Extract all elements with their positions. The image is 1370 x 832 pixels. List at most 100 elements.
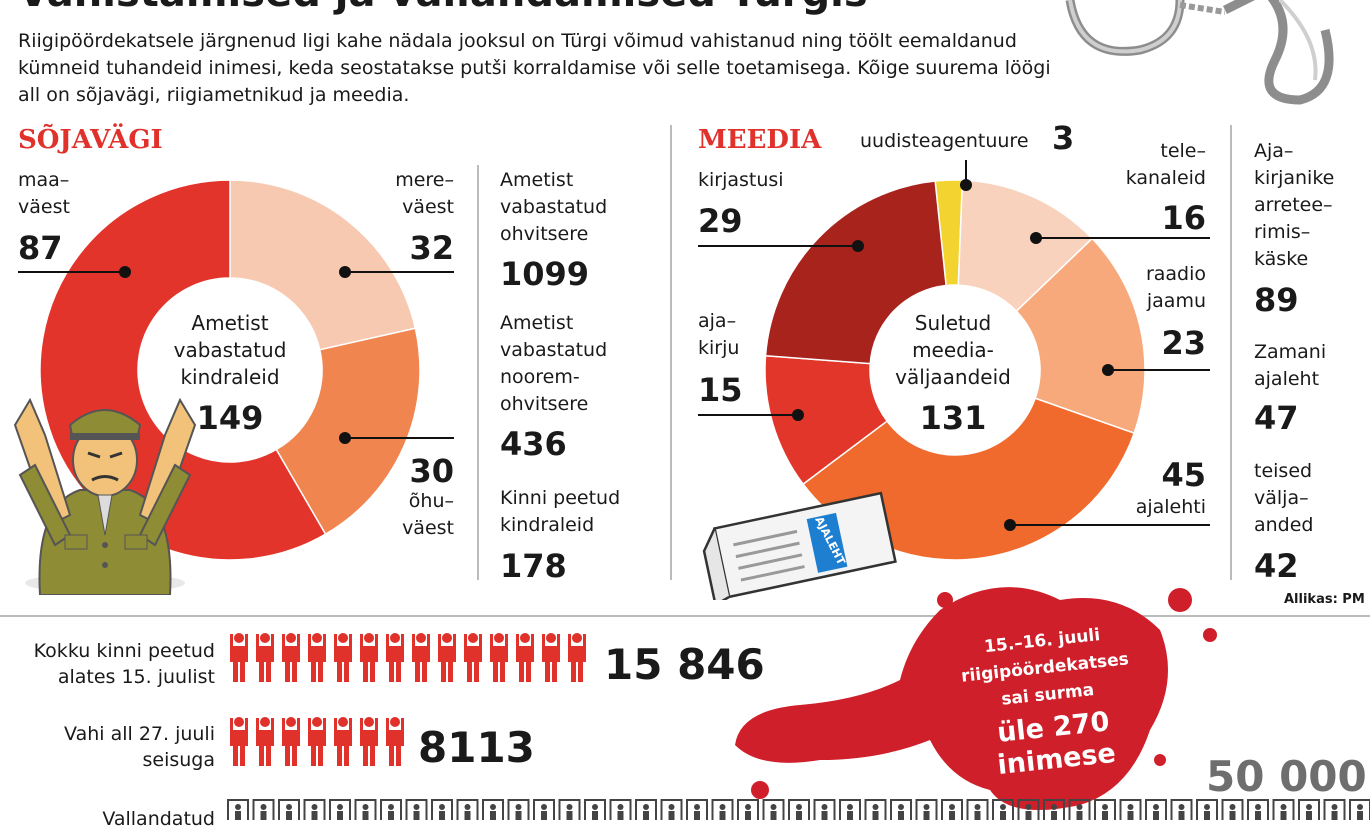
dismissed-person-icon: [1272, 799, 1295, 820]
other-publications-value: 42: [1254, 547, 1299, 585]
dismissed-person-icon: [915, 799, 938, 820]
dismissed-person-icon: [660, 799, 683, 820]
magazines-value: 15: [698, 371, 743, 409]
dismissed-person-icon: [1247, 799, 1269, 820]
detained-person-icon: [438, 633, 456, 682]
dismissed-person-icon: [507, 799, 530, 820]
dismissed-person-icon: [1298, 799, 1320, 820]
dismissed-value: 50 000: [1206, 752, 1367, 801]
slice-radio-stations: [1015, 237, 1146, 435]
detained-person-icon: [490, 633, 508, 682]
navy-label: mere– väest: [395, 169, 454, 218]
military-heading: SÕJAVÄGI: [18, 125, 163, 155]
other-publications-label: teised välja– anded: [1254, 460, 1314, 536]
newspapers-label: ajalehti: [1135, 496, 1206, 518]
in-custody-value: 8113: [418, 723, 535, 772]
dismissed-person-icon: [533, 799, 555, 820]
leader-dot: [960, 179, 972, 191]
land-forces-label: maa– väest: [18, 169, 70, 218]
junior-officers-dismissed-value: 436: [500, 425, 567, 463]
dismissed-person-icon: [482, 799, 504, 820]
dismissed-person-icon: [1043, 799, 1065, 820]
dismissed-person-icon: [1349, 799, 1370, 820]
dismissed-person-icon: [558, 799, 581, 820]
radio-stations-label: raadio jaamu: [1145, 263, 1206, 312]
blood-drop-icon: [1203, 628, 1217, 642]
dismissed-person-icon: [252, 799, 275, 820]
dismissed-person-icon: [1145, 799, 1167, 820]
land-forces-value: 87: [18, 229, 63, 267]
section-separator: [0, 615, 1370, 617]
divider-media-stats: [1230, 125, 1232, 580]
dismissed-person-icon: [405, 799, 428, 820]
dismissed-person-icon: [1323, 799, 1346, 820]
zaman-value: 47: [1254, 399, 1299, 437]
total-detained-value: 15 846: [604, 640, 765, 689]
custody-person-icon: [360, 717, 378, 766]
custody-person-icon: [282, 717, 300, 766]
leader-dot: [339, 266, 351, 278]
dismissed-person-icon: [1196, 799, 1218, 820]
officers-dismissed-value: 1099: [500, 255, 590, 293]
detained-person-icon: [568, 633, 586, 682]
detained-person-icon: [542, 633, 560, 682]
detained-person-icon: [282, 633, 300, 682]
publishers-label: kirjastusi: [698, 169, 784, 191]
total-detained-label: Kokku kinni peetud alates 15. juulist: [33, 640, 215, 688]
leader-dot: [1102, 364, 1114, 376]
leader-dot: [852, 240, 864, 252]
custody-person-icon: [386, 717, 404, 766]
leader-dot: [339, 432, 351, 444]
dismissed-person-icon: [431, 799, 453, 820]
dismissed-person-icon: [354, 799, 377, 820]
dismissed-person-icon: [227, 799, 249, 820]
radio-stations-value: 23: [1161, 324, 1206, 362]
dismissed-person-icon: [686, 799, 708, 820]
dismissed-person-icon: [303, 799, 326, 820]
dismissed-person-icon: [839, 799, 861, 820]
journalist-warrants-label: Aja– kirjanike arretee– rimis– käske: [1254, 140, 1335, 270]
dismissed-person-icon: [1170, 799, 1193, 820]
zaman-label: Zamani ajaleht: [1254, 341, 1327, 390]
dismissed-person-icon: [788, 799, 810, 820]
dismissed-person-icon: [609, 799, 632, 820]
intro-text: Riigipöördekatsele järgnenud ligi kahe n…: [18, 30, 1051, 106]
leader-dot: [1004, 519, 1016, 531]
dismissed-person-icon: [890, 799, 912, 820]
news-agencies-label: uudisteagentuure: [860, 130, 1029, 152]
divider-military-stats: [477, 165, 479, 580]
generals-detained-label: Kinni peetud kindraleid: [500, 487, 621, 536]
dismissed-person-icon: [278, 799, 300, 820]
dismissed-label: Vallandatud: [102, 808, 215, 830]
newspaper-icon: AJALEHT: [702, 491, 897, 600]
slice-air-force: [275, 327, 421, 536]
custody-person-icon: [256, 717, 274, 766]
blood-splat-icon: [735, 587, 1168, 810]
leader-dot: [119, 266, 131, 278]
divider-military-media: [670, 125, 672, 580]
dismissed-person-icon: [584, 799, 606, 820]
media-center-value: 131: [919, 399, 987, 437]
dismissed-person-icon: [1094, 799, 1116, 820]
officers-dismissed-label: Ametist vabastatud ohvitsere: [500, 169, 608, 245]
dismissed-person-icon: [711, 799, 734, 820]
page-title: Vahistamised ja vallandamised Türgis: [18, 0, 868, 16]
military-center-value: 149: [196, 399, 264, 437]
custody-person-icon: [230, 717, 248, 766]
dismissed-person-icon: [456, 799, 479, 820]
magazines-label: aja– kirju: [698, 310, 740, 359]
blood-drop-icon: [751, 781, 769, 799]
blood-drop-icon: [1154, 754, 1166, 766]
journalist-warrants-value: 89: [1254, 281, 1299, 319]
military-center-label: Ametist vabastatud kindraleid: [173, 311, 287, 389]
dismissed-person-icon: [1119, 799, 1142, 820]
dismissed-person-icon: [762, 799, 785, 820]
detained-person-icon: [230, 633, 248, 682]
detained-person-icon: [334, 633, 352, 682]
leader-dot: [792, 409, 804, 421]
dismissed-person-icon: [992, 799, 1014, 820]
newspapers-value: 45: [1161, 456, 1206, 494]
general-figure-icon: [13, 397, 197, 595]
